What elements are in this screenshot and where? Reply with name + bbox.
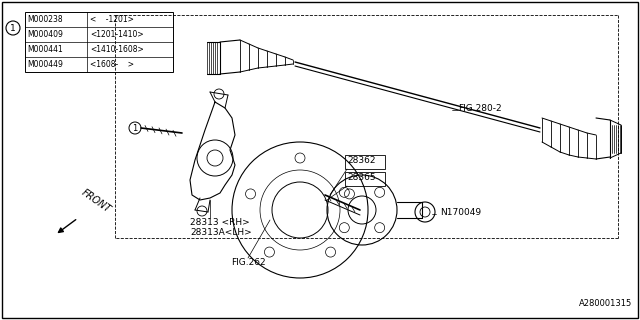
Text: FRONT: FRONT	[80, 188, 113, 215]
Text: M000441: M000441	[27, 45, 63, 54]
Text: FIG.280-2: FIG.280-2	[458, 103, 502, 113]
Text: N170049: N170049	[440, 207, 481, 217]
Text: M000409: M000409	[27, 30, 63, 39]
Text: 28365: 28365	[347, 172, 376, 181]
Text: <1201-1410>: <1201-1410>	[90, 30, 143, 39]
Text: <1410-1608>: <1410-1608>	[90, 45, 144, 54]
Text: A280001315: A280001315	[579, 299, 632, 308]
Text: M000449: M000449	[27, 60, 63, 69]
Text: <1608-    >: <1608- >	[90, 60, 134, 69]
Bar	[345, 172, 385, 186]
Text: M000238: M000238	[27, 15, 63, 24]
Text: FIG.262: FIG.262	[230, 258, 266, 267]
Text: 1: 1	[132, 124, 138, 132]
Text: 28313A<LH>: 28313A<LH>	[190, 228, 252, 237]
Text: 28362: 28362	[347, 156, 376, 164]
Text: <    -1201>: < -1201>	[90, 15, 134, 24]
Text: 28313 <RH>: 28313 <RH>	[190, 218, 250, 227]
Bar	[25, 12, 173, 72]
Bar	[345, 155, 385, 169]
Text: 1: 1	[10, 23, 16, 33]
